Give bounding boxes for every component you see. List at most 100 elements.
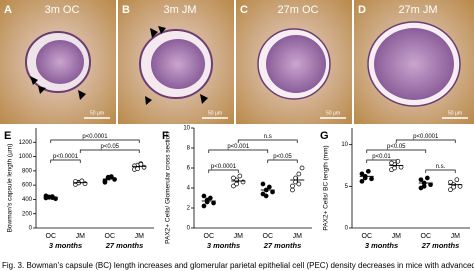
data-point [201, 203, 207, 209]
scale-bar-label: 50 µm [208, 110, 222, 116]
data-point [369, 176, 374, 182]
significance-label: n.s [264, 134, 272, 140]
y-tick-label: 4 [187, 186, 191, 192]
y-axis-label: PAX2+ Cells/ BC length (mm) [323, 145, 330, 230]
panel-title: 3m OC [45, 4, 80, 16]
data-point [231, 175, 236, 181]
significance-label: p<0.0001 [82, 134, 108, 140]
caption: Fig. 3. Bowman’s capsule (BC) length inc… [2, 261, 474, 270]
significance-bracket [208, 149, 269, 153]
panel-label: B [122, 4, 130, 16]
significance-label: p<0.05 [100, 144, 119, 150]
x-tick-label: JM [392, 233, 402, 240]
data-point [359, 171, 365, 177]
plot-2: G PAX2+ Cells/ BC length (mm) 0 5 10 OC JM OC JM… [320, 128, 470, 250]
panel-label: D [358, 4, 366, 16]
y-axis-label: PAX2+ Cells/ Glomerular cross section [165, 132, 172, 244]
significance-label: p<0.0001 [53, 154, 79, 160]
significance-bracket [395, 139, 456, 143]
scale-bar-label: 50 µm [90, 110, 104, 116]
data-point [448, 179, 453, 185]
y-tick-label: 8 [187, 146, 191, 152]
scale-bar-label: 50 µm [326, 110, 340, 116]
panel-label: G [320, 130, 329, 142]
significance-bracket [50, 139, 140, 143]
data-point [237, 173, 243, 179]
y-tick-label: 10 [183, 126, 190, 132]
group-label: 27 months [263, 241, 302, 250]
data-point [366, 168, 371, 174]
group-label: 3 months [49, 241, 82, 250]
panel-label: E [4, 130, 11, 142]
y-tick-label: 2 [187, 206, 191, 212]
group-label: 3 months [207, 241, 240, 250]
x-tick-label: OC [263, 233, 274, 240]
y-tick-label: 0 [345, 226, 349, 232]
scale-bar-label: 50 µm [448, 110, 462, 116]
y-tick-label: 200 [22, 211, 33, 217]
x-tick-label: JM [451, 233, 461, 240]
x-tick-label: JM [76, 233, 86, 240]
panel-a: A 3m OC 50 µm [0, 0, 116, 124]
significance-bracket [366, 159, 397, 163]
data-point [299, 165, 305, 171]
panel-label: C [240, 4, 248, 16]
panel-b: B 3m JM 50 µm [118, 0, 234, 124]
significance-bracket [366, 149, 427, 153]
x-tick-label: OC [362, 233, 373, 240]
data-point [359, 178, 365, 184]
x-tick-label: OC [46, 233, 57, 240]
y-tick-label: 1200 [19, 140, 33, 146]
x-tick-label: JM [135, 233, 145, 240]
x-tick-label: JM [234, 233, 244, 240]
x-tick-label: OC [204, 233, 215, 240]
group-label: 27 months [105, 241, 144, 250]
significance-bracket [79, 149, 140, 153]
data-point [296, 171, 302, 177]
data-point [451, 184, 456, 190]
group-label: 3 months [365, 241, 398, 250]
y-tick-label: 1000 [19, 154, 33, 160]
panel-label: F [162, 130, 169, 142]
data-point [448, 187, 453, 193]
panel-title: 3m JM [164, 4, 197, 16]
y-tick-label: 400 [22, 197, 33, 203]
significance-label: p<0.05 [387, 144, 406, 150]
panel-label: A [4, 4, 12, 16]
y-tick-label: 0 [29, 226, 33, 232]
significance-bracket [267, 159, 298, 163]
data-point [263, 193, 269, 199]
panel-c: C 27m OC 50 µm [236, 0, 352, 124]
y-tick-label: 10 [341, 142, 348, 148]
x-tick-label: OC [421, 233, 432, 240]
significance-bracket [50, 159, 81, 163]
significance-bracket [208, 169, 239, 173]
data-point [270, 189, 275, 195]
significance-label: p<0.01 [372, 154, 391, 160]
significance-label: p<0.0001 [211, 164, 237, 170]
data-point [132, 163, 137, 169]
data-point [290, 183, 295, 189]
y-tick-label: 5 [345, 184, 349, 190]
data-point [234, 181, 239, 187]
group-label: 27 months [421, 241, 460, 250]
data-point [421, 183, 427, 189]
y-axis-label: Bowman's capsule length (µm) [7, 144, 14, 233]
significance-label: p<0.05 [273, 154, 292, 160]
significance-label: p<0.001 [227, 144, 250, 150]
data-point [201, 193, 207, 199]
significance-label: n.s. [436, 164, 446, 170]
significance-label: p<0.0001 [413, 134, 439, 140]
significance-bracket [237, 139, 298, 143]
data-point [425, 175, 430, 181]
data-point [389, 160, 394, 166]
data-point [260, 181, 266, 187]
data-point [208, 195, 213, 201]
y-tick-label: 600 [22, 183, 33, 189]
data-point [418, 177, 424, 183]
panel-d: D 27m JM 50 µm [354, 0, 474, 124]
plot-0: E Bowman's capsule length (µm) 0 200 400 600 8… [4, 128, 154, 250]
data-point [267, 184, 272, 190]
x-tick-label: JM [293, 233, 303, 240]
